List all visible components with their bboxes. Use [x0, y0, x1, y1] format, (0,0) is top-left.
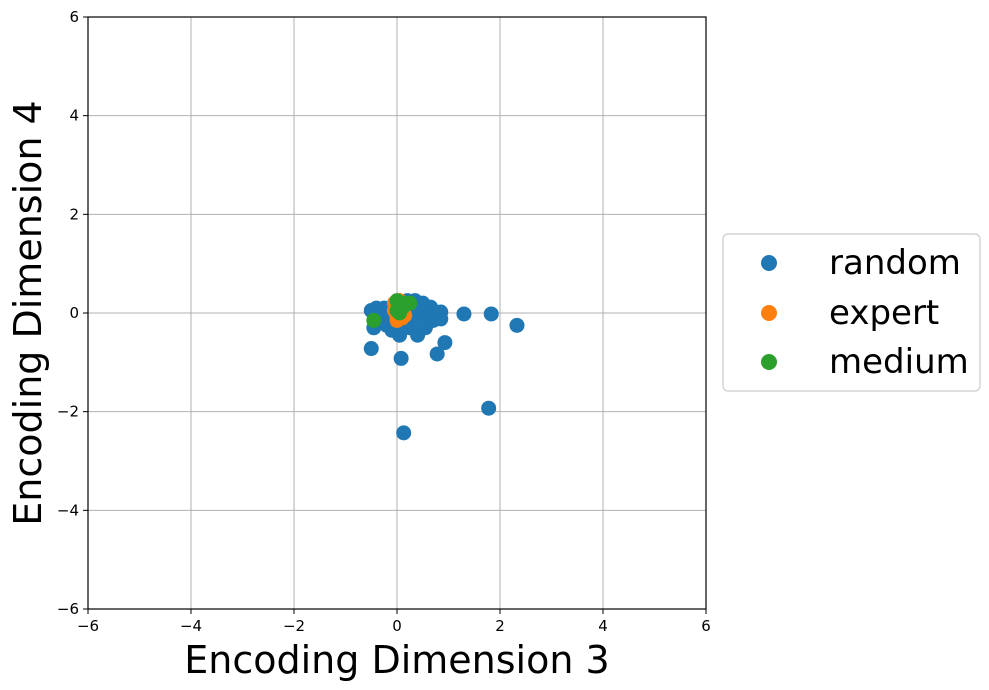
axis-ticks: −6 −4 −2 0 2 4 6 −6 −4 −2 0 2 4 6 — [57, 8, 711, 635]
legend: random expert medium — [722, 233, 981, 392]
legend-marker-medium — [761, 354, 777, 370]
x-tick-label: −6 — [77, 617, 99, 635]
x-tick-label: −4 — [180, 617, 202, 635]
x-tick-label: 0 — [392, 617, 402, 635]
y-tick-label: −6 — [57, 600, 79, 618]
random-point — [509, 317, 525, 333]
y-tick-label: 6 — [69, 8, 79, 26]
random-point — [363, 341, 379, 357]
y-tick-label: 2 — [69, 205, 79, 223]
legend-marker-expert — [761, 305, 777, 321]
data-points — [363, 293, 525, 441]
random-point — [437, 335, 453, 351]
y-tick-label: −4 — [57, 501, 79, 519]
random-point — [415, 295, 431, 311]
series-medium — [366, 293, 418, 328]
legend-label-expert: expert — [829, 293, 939, 333]
x-tick-label: 4 — [598, 617, 608, 635]
random-point — [429, 346, 445, 362]
random-point — [396, 425, 412, 441]
medium-point — [391, 300, 407, 316]
x-tick-label: 6 — [701, 617, 711, 635]
legend-label-random: random — [829, 243, 961, 283]
x-axis-label: Encoding Dimension 3 — [184, 638, 609, 682]
legend-label-medium: medium — [829, 342, 969, 382]
random-point — [481, 400, 497, 416]
random-point — [456, 306, 472, 322]
y-axis-label: Encoding Dimension 4 — [6, 100, 50, 525]
medium-point — [366, 312, 382, 328]
x-tick-label: 2 — [495, 617, 505, 635]
legend-box — [722, 233, 981, 392]
y-tick-label: 0 — [69, 304, 79, 322]
y-tick-label: −2 — [57, 403, 79, 421]
random-point — [433, 311, 449, 327]
y-tick-label: 4 — [69, 107, 79, 125]
x-tick-label: −2 — [283, 617, 305, 635]
legend-marker-random — [761, 255, 777, 271]
random-point — [412, 315, 428, 331]
random-point — [393, 350, 409, 366]
random-point — [483, 306, 499, 322]
